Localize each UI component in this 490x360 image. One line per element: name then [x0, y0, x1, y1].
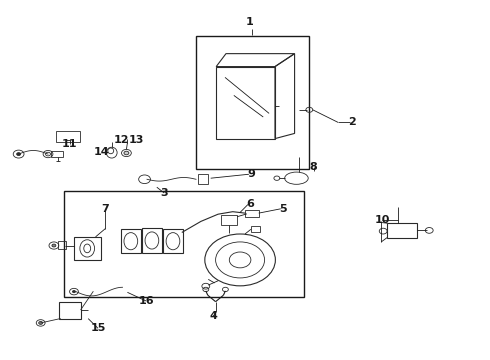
- Circle shape: [73, 291, 75, 293]
- Bar: [163, 229, 183, 253]
- Circle shape: [52, 244, 56, 247]
- Bar: [221, 215, 237, 225]
- Bar: [121, 229, 141, 253]
- Text: 2: 2: [348, 117, 356, 127]
- Bar: [56, 131, 80, 142]
- Text: 13: 13: [128, 135, 144, 145]
- Bar: [245, 210, 259, 217]
- Bar: [74, 237, 101, 260]
- Text: 7: 7: [101, 204, 109, 214]
- Text: 14: 14: [94, 147, 110, 157]
- Text: 5: 5: [279, 204, 287, 214]
- Bar: [387, 223, 417, 238]
- Circle shape: [124, 151, 129, 155]
- Text: 10: 10: [374, 215, 390, 225]
- Bar: [251, 226, 260, 232]
- Text: 4: 4: [209, 311, 217, 321]
- Circle shape: [39, 321, 43, 324]
- Bar: [59, 302, 81, 319]
- Bar: [58, 241, 66, 249]
- Bar: [64, 191, 304, 297]
- Text: 9: 9: [247, 169, 255, 179]
- Text: 12: 12: [114, 135, 129, 145]
- Text: 8: 8: [310, 162, 318, 172]
- Text: 6: 6: [246, 199, 254, 210]
- Text: 1: 1: [246, 17, 254, 27]
- Text: 15: 15: [90, 323, 106, 333]
- Bar: [142, 228, 162, 253]
- Text: 11: 11: [62, 139, 77, 149]
- Bar: [196, 36, 309, 169]
- Bar: [198, 174, 208, 184]
- Text: 16: 16: [138, 296, 154, 306]
- Text: 3: 3: [160, 188, 168, 198]
- Circle shape: [17, 153, 21, 156]
